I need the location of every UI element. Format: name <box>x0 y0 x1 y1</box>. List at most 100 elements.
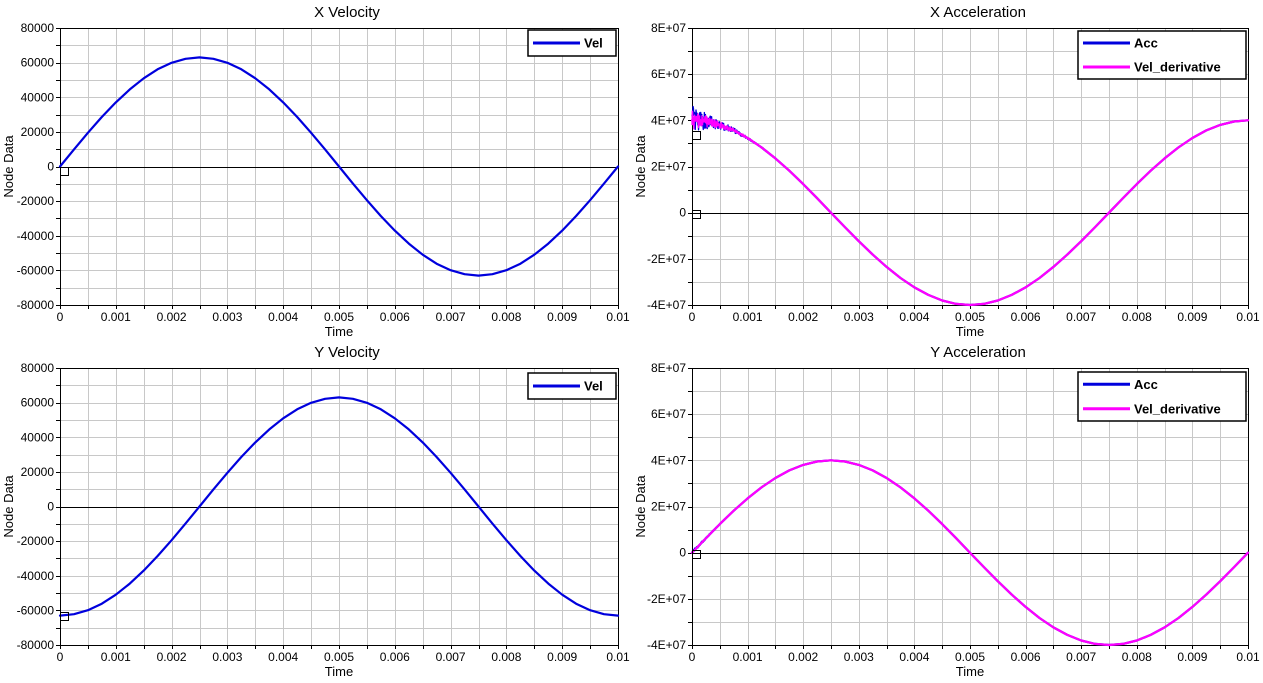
chart-y-velocity: 0 0.001 0.002 0.003 0.004 0.005 0.006 0.007 0.00… <box>1 344 630 679</box>
x-tick-label: 0.002 <box>157 310 187 324</box>
x-tick-label: 0.006 <box>1011 650 1041 664</box>
x-tick-label: 0.006 <box>380 650 410 664</box>
y-axis-label: Node Data <box>633 135 648 198</box>
legend-label: Vel_derivative <box>1134 401 1221 416</box>
legend-box <box>1077 30 1247 80</box>
x-tick-label: 0.001 <box>733 650 763 664</box>
legend: Vel <box>527 372 617 400</box>
x-tick-label: 0.009 <box>1177 650 1207 664</box>
legend-label: Acc <box>1134 36 1158 51</box>
x-tick-label: 0.002 <box>788 310 818 324</box>
y-tick-label: -80000 <box>17 298 55 312</box>
x-tick-label: 0.01 <box>606 650 630 664</box>
data-point-marker <box>692 550 701 559</box>
grid <box>60 368 618 645</box>
x-tick-label: 0.001 <box>733 310 763 324</box>
y-tick-label: 6E+07 <box>651 67 686 81</box>
legend: Acc Vel_derivative <box>1077 30 1247 80</box>
chart-title: X Acceleration <box>930 4 1026 21</box>
x-tick-label: 0.01 <box>606 310 630 324</box>
y-tick-label: 0 <box>47 160 54 174</box>
series-Vel_derivative <box>690 119 1250 307</box>
y-tick-label: -2E+07 <box>647 252 686 266</box>
x-tick-label: 0.007 <box>436 310 466 324</box>
x-tick-label: 0.002 <box>788 650 818 664</box>
y-tick-label: 20000 <box>21 125 55 139</box>
x-tick-label: 0.008 <box>1122 650 1152 664</box>
x-tick-label: 0.005 <box>955 650 985 664</box>
series-Vel_derivative <box>690 459 1250 647</box>
x-tick-label: 0.007 <box>1066 310 1096 324</box>
chart-title: Y Acceleration <box>930 344 1026 361</box>
y-tick-label: 6E+07 <box>651 407 686 421</box>
x-tick-label: 0 <box>689 650 696 664</box>
y-axis-label: Node Data <box>1 475 16 538</box>
x-tick-label: 0.009 <box>547 310 577 324</box>
y-tick-label: 0 <box>47 500 54 514</box>
y-tick-label: 60000 <box>21 56 55 70</box>
y-tick-label: 0 <box>679 206 686 220</box>
tick-labels: 0 0.001 0.002 0.003 0.004 0.005 0.006 0.007 0.00… <box>17 361 630 664</box>
y-tick-label: -80000 <box>17 638 55 652</box>
y-axis-label: Node Data <box>1 135 16 198</box>
legend-label: Vel <box>584 379 603 394</box>
tick-labels: 0 0.001 0.002 0.003 0.004 0.005 0.006 0.007 0.00… <box>647 361 1260 664</box>
x-axis-label: Time <box>325 664 353 679</box>
y-tick-label: 40000 <box>21 430 55 444</box>
y-tick-label: 4E+07 <box>651 113 686 127</box>
y-tick-label: 8E+07 <box>651 361 686 375</box>
legend: Vel <box>527 29 617 57</box>
chart-y-acceleration: 0 0.001 0.002 0.003 0.004 0.005 0.006 0.007 0.00… <box>633 344 1260 679</box>
x-tick-label: 0 <box>57 310 64 324</box>
x-tick-label: 0.009 <box>1177 310 1207 324</box>
x-tick-label: 0.005 <box>324 650 354 664</box>
series-Vel <box>58 56 620 277</box>
y-tick-label: -4E+07 <box>647 298 686 312</box>
x-tick-label: 0.008 <box>491 310 521 324</box>
series-Vel <box>58 396 620 617</box>
tick-labels: 0 0.001 0.002 0.003 0.004 0.005 0.006 0.007 0.00… <box>17 21 630 324</box>
y-axis-label: Node Data <box>633 475 648 538</box>
chart-title: Y Velocity <box>314 344 380 361</box>
x-tick-label: 0.004 <box>899 310 929 324</box>
y-tick-label: 40000 <box>21 90 55 104</box>
x-axis-label: Time <box>956 324 984 339</box>
chart-x-velocity: 0 0.001 0.002 0.003 0.004 0.005 0.006 0.007 0.00… <box>1 4 630 339</box>
y-tick-label: 60000 <box>21 396 55 410</box>
chart-title: X Velocity <box>314 4 380 21</box>
x-tick-label: 0.008 <box>1122 310 1152 324</box>
y-tick-label: 80000 <box>21 21 55 35</box>
x-tick-label: 0.001 <box>101 650 131 664</box>
axis-ticks <box>56 28 619 309</box>
legend-box <box>1077 371 1247 422</box>
y-tick-label: 4E+07 <box>651 453 686 467</box>
x-tick-label: 0.009 <box>547 650 577 664</box>
x-axis-label: Time <box>956 664 984 679</box>
x-tick-label: 0.004 <box>268 310 298 324</box>
grid <box>60 28 618 305</box>
y-tick-label: -60000 <box>17 603 55 617</box>
x-tick-label: 0.005 <box>955 310 985 324</box>
x-tick-label: 0.004 <box>268 650 298 664</box>
y-tick-label: 20000 <box>21 465 55 479</box>
data-point-marker <box>692 210 701 219</box>
y-tick-label: 2E+07 <box>651 160 686 174</box>
x-tick-label: 0.003 <box>844 310 874 324</box>
chart-x-acceleration: 0 0.001 0.002 0.003 0.004 0.005 0.006 0.007 0.00… <box>633 4 1260 339</box>
x-tick-label: 0.006 <box>380 310 410 324</box>
y-tick-label: 2E+07 <box>651 500 686 514</box>
x-tick-label: 0.01 <box>1236 310 1260 324</box>
data-point-marker <box>60 612 69 621</box>
x-tick-label: 0.003 <box>212 310 242 324</box>
data-point-marker <box>692 131 701 140</box>
x-tick-label: 0 <box>57 650 64 664</box>
legend-label: Vel_derivative <box>1134 60 1221 75</box>
x-tick-label: 0.005 <box>324 310 354 324</box>
x-tick-label: 0 <box>689 310 696 324</box>
y-tick-label: -40000 <box>17 229 55 243</box>
y-tick-label: -40000 <box>17 569 55 583</box>
x-tick-label: 0.003 <box>844 650 874 664</box>
x-tick-label: 0.007 <box>436 650 466 664</box>
tick-labels: 0 0.001 0.002 0.003 0.004 0.005 0.006 0.007 0.00… <box>647 21 1260 324</box>
plot-border <box>60 368 619 646</box>
